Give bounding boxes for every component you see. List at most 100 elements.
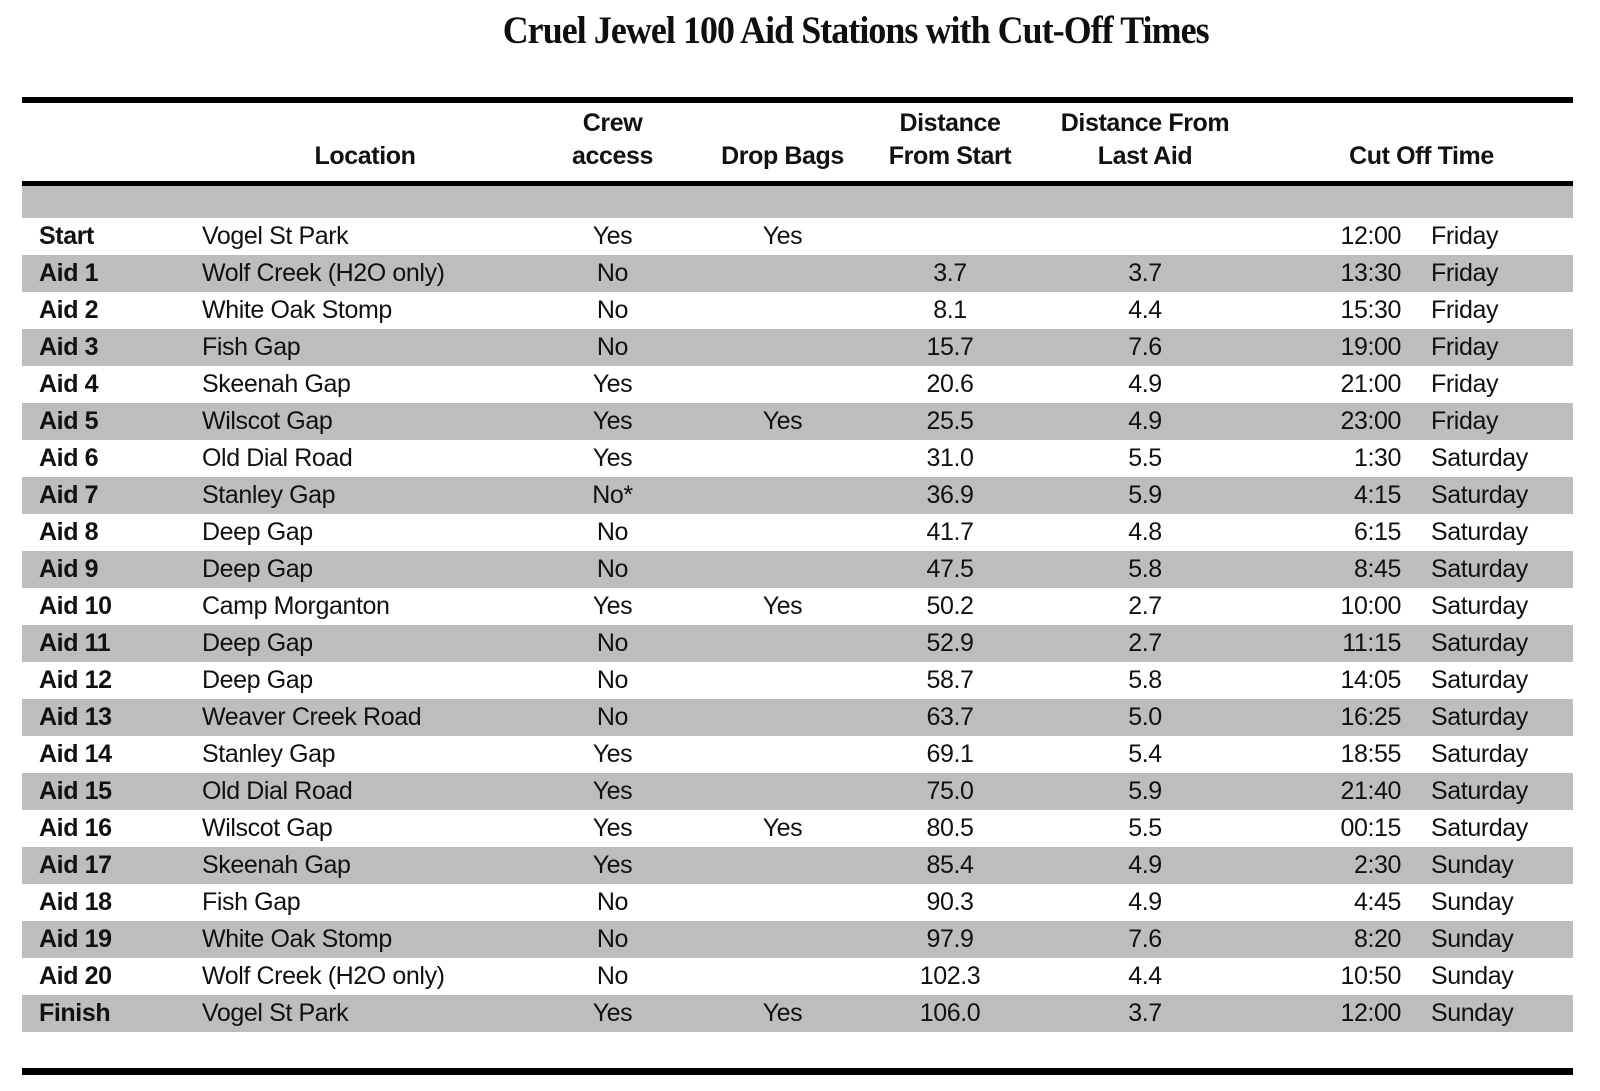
drop-bags-cell: Yes	[762, 222, 803, 250]
drop-bags-cell	[685, 699, 880, 736]
distance-from-start-cell: 52.9	[880, 625, 1020, 662]
crew-access-cell: No	[596, 518, 629, 546]
distance-from-last-aid-cell: 5.8	[1128, 666, 1162, 694]
cutoff-time-cell: 10:50	[1340, 962, 1401, 990]
distance-from-last-aid-cell: 7.6	[1020, 329, 1270, 366]
distance-from-start-cell: 25.5	[880, 403, 1020, 440]
cutoff-time-cell: 00:15	[1340, 814, 1401, 842]
cutoff-time-cell: 12:00	[1340, 222, 1401, 250]
location-cell: Wilscot Gap	[190, 403, 540, 440]
drop-bags-cell	[685, 440, 880, 477]
cutoff-time-cell: 11:15	[1270, 625, 1405, 662]
cutoff-day-cell: Saturday	[1431, 666, 1528, 694]
drop-bags-cell	[685, 292, 880, 329]
table-row: Aid 20 Wolf Creek (H2O only) No 102.3 4.4 10:…	[22, 958, 1573, 995]
distance-from-last-aid-cell: 5.0	[1020, 699, 1270, 736]
distance-from-start-cell: 41.7	[926, 518, 974, 546]
crew-access-cell: Yes	[592, 592, 633, 620]
cutoff-day-cell: Sunday	[1431, 962, 1514, 990]
drop-bags-cell: Yes	[685, 995, 880, 1032]
station-cell: Aid 4	[39, 370, 99, 398]
table-row: Start Vogel St Park Yes Yes 12:00 Friday	[22, 218, 1573, 255]
distance-from-last-aid-cell: 4.9	[1020, 847, 1270, 884]
spacer-row	[22, 183, 1573, 218]
distance-from-start-cell: 31.0	[926, 444, 974, 472]
station-cell: Aid 5	[22, 403, 190, 440]
crew-access-cell: Yes	[540, 403, 685, 440]
distance-from-last-aid-cell: 4.4	[1128, 962, 1162, 990]
blank-cell	[22, 1032, 1573, 1072]
distance-from-last-aid-cell: 3.7	[1020, 255, 1270, 292]
distance-from-last-aid-cell: 4.8	[1128, 518, 1162, 546]
crew-access-cell: Yes	[592, 740, 633, 768]
distance-from-start-cell: 47.5	[880, 551, 1020, 588]
crew-access-cell: No	[540, 921, 685, 958]
location-cell: Weaver Creek Road	[190, 699, 540, 736]
drop-bags-cell	[685, 921, 880, 958]
crew-access-cell: Yes	[592, 370, 633, 398]
table-row: Aid 14 Stanley Gap Yes 69.1 5.4 18:55 Saturday	[22, 736, 1573, 773]
location-cell: Deep Gap	[190, 551, 540, 588]
table-row: Finish Vogel St Park Yes Yes 106.0 3.7 12:00 Su…	[22, 995, 1573, 1032]
drop-bags-cell	[685, 958, 880, 995]
crew-access-cell: No	[540, 699, 685, 736]
station-cell: Aid 2	[39, 296, 99, 324]
drop-bags-cell	[685, 329, 880, 366]
location-cell: Deep Gap	[202, 518, 313, 546]
location-cell: Stanley Gap	[190, 477, 540, 514]
drop-bags-cell	[685, 255, 880, 292]
aid-stations-table: Location Crew access Drop Bags Distance …	[22, 97, 1573, 1075]
drop-bags-cell	[685, 366, 880, 403]
station-cell: Aid 6	[39, 444, 99, 472]
aid-stations-table-grid: Location Crew access Drop Bags Distance …	[22, 97, 1573, 1075]
location-cell: Wolf Creek (H2O only)	[202, 962, 445, 990]
distance-from-start-cell: 80.5	[926, 814, 974, 842]
distance-from-start-cell: 36.9	[880, 477, 1020, 514]
distance-from-last-aid-cell: 7.6	[1020, 921, 1270, 958]
col-header-location: Location	[190, 100, 540, 186]
distance-from-last-aid-cell: 4.9	[1128, 370, 1162, 398]
cutoff-time-cell: 8:45	[1270, 551, 1405, 588]
distance-from-start-cell: 58.7	[926, 666, 974, 694]
crew-access-cell: Yes	[592, 444, 633, 472]
cutoff-time-cell: 23:00	[1270, 403, 1405, 440]
location-cell: Skeenah Gap	[190, 847, 540, 884]
cutoff-day-cell: Friday	[1431, 370, 1499, 398]
cutoff-day-cell: Saturday	[1405, 699, 1573, 736]
drop-bags-cell	[685, 847, 880, 884]
station-cell: Aid 11	[22, 625, 190, 662]
location-cell: White Oak Stomp	[202, 296, 392, 324]
table-row: Aid 12 Deep Gap No 58.7 5.8 14:05 Saturday	[22, 662, 1573, 699]
cutoff-day-cell: Saturday	[1405, 625, 1573, 662]
station-cell: Aid 9	[22, 551, 190, 588]
station-cell: Aid 16	[39, 814, 112, 842]
drop-bags-cell	[685, 514, 880, 551]
crew-access-cell: Yes	[540, 773, 685, 810]
cutoff-day-cell: Sunday	[1405, 847, 1573, 884]
location-cell: White Oak Stomp	[190, 921, 540, 958]
station-cell: Aid 20	[39, 962, 112, 990]
distance-from-start-cell: 8.1	[933, 296, 967, 324]
location-cell: Wolf Creek (H2O only)	[190, 255, 540, 292]
col-header-crew-access: Crew access	[540, 100, 685, 186]
crew-access-cell: No	[596, 962, 629, 990]
distance-from-last-aid-cell: 5.9	[1020, 477, 1270, 514]
distance-from-start-cell: 106.0	[880, 995, 1020, 1032]
cutoff-time-cell: 14:05	[1340, 666, 1401, 694]
table-row: Aid 16 Wilscot Gap Yes Yes 80.5 5.5 00:15 Satur…	[22, 810, 1573, 847]
station-cell: Aid 19	[22, 921, 190, 958]
station-cell: Aid 7	[22, 477, 190, 514]
cutoff-time-cell: 15:30	[1340, 296, 1401, 324]
cutoff-day-cell: Saturday	[1405, 477, 1573, 514]
crew-access-cell: No	[540, 625, 685, 662]
location-cell: Deep Gap	[190, 625, 540, 662]
station-cell: Aid 18	[39, 888, 112, 916]
distance-from-start-cell: 63.7	[880, 699, 1020, 736]
location-cell: Camp Morganton	[202, 592, 390, 620]
station-cell: Aid 1	[22, 255, 190, 292]
crew-access-cell: No	[540, 329, 685, 366]
drop-bags-cell	[685, 625, 880, 662]
col-header-drop-bags: Drop Bags	[685, 100, 880, 186]
cutoff-time-cell: 10:00	[1340, 592, 1401, 620]
